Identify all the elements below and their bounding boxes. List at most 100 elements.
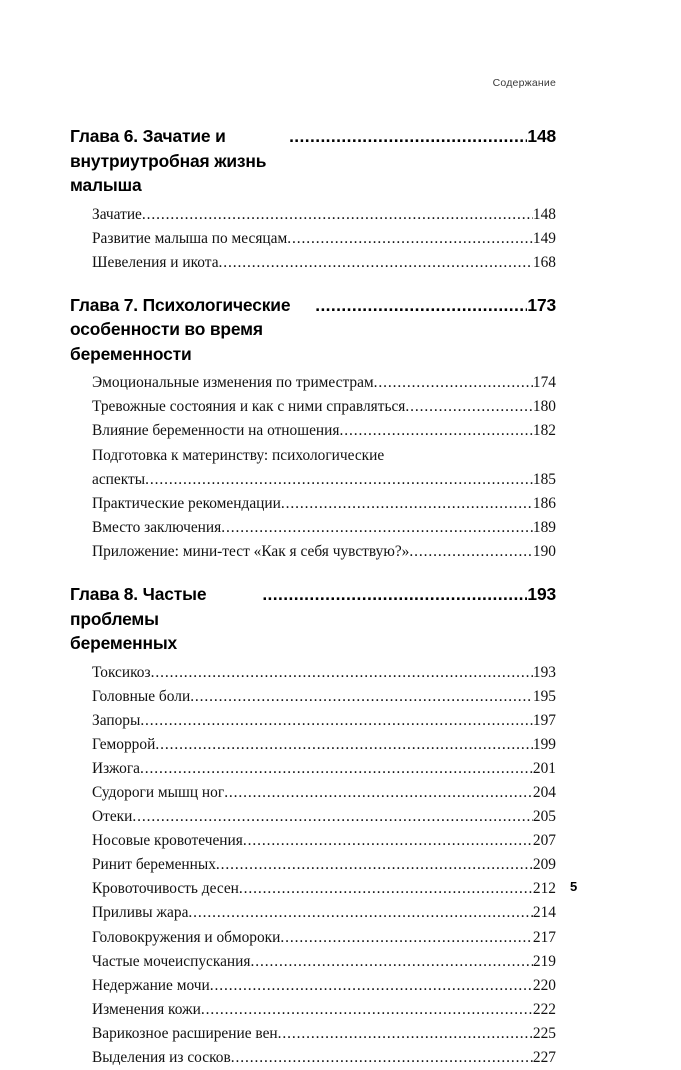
dot-leader: ........................................…	[315, 294, 528, 315]
toc-entry-title: Частые мочеиспускания	[92, 952, 251, 970]
dot-leader: ........................................…	[277, 1024, 533, 1042]
toc-entry[interactable]: Недержание мочи.........................…	[92, 974, 556, 998]
toc-entry-page-number: 148	[532, 205, 556, 223]
toc-entry-page-number: 190	[532, 542, 556, 560]
chapter-heading-row[interactable]: Глава 6. Зачатие и внутриутробная жизнь …	[70, 124, 556, 198]
toc-entry-page-number: 149	[532, 229, 556, 247]
toc-entry-page-number: 219	[532, 952, 556, 970]
toc-entry-title: Кровоточивость десен	[92, 880, 239, 898]
toc-entry-page-number: 168	[532, 253, 556, 271]
toc-entry-title: Приливы жара	[92, 904, 189, 922]
toc-entry-title: Тревожные состояния и как с ними справля…	[92, 398, 406, 416]
toc-entry-page-number: 182	[532, 422, 556, 440]
toc-entry[interactable]: Варикозное расширение вен...............…	[92, 1022, 556, 1046]
toc-entry-title: Недержание мочи	[92, 976, 210, 994]
dot-leader: ........................................…	[238, 880, 533, 898]
chapter-page-number: 173	[527, 294, 556, 315]
toc-entry[interactable]: Приложение: мини-тест «Как я себя чувств…	[92, 540, 556, 564]
toc-entry[interactable]: Практические рекомендации...............…	[92, 492, 556, 516]
dot-leader: ........................................…	[339, 422, 532, 440]
dot-leader: ........................................…	[289, 126, 527, 146]
dot-leader: ........................................…	[405, 398, 533, 416]
toc-entry-title: Развитие малыша по месяцам	[92, 229, 288, 247]
toc-entry-title-line1: Подготовка к материнству: психологически…	[92, 446, 385, 464]
chapter-title: Глава 7. Психологические особенности во …	[70, 294, 296, 364]
toc-entry-title: Вместо заключения	[92, 518, 222, 536]
chapter-block: Глава 6. Зачатие и внутриутробная жизнь …	[70, 124, 556, 275]
toc-entry-title: Изжога	[92, 759, 141, 777]
dot-leader: ........................................…	[209, 976, 533, 994]
toc-entry-title: Токсикоз	[92, 663, 151, 681]
chapter-heading-row[interactable]: Глава 8. Частые проблемы беременных.....…	[70, 582, 556, 656]
dot-leader: ........................................…	[224, 784, 533, 801]
toc-entry[interactable]: Подготовка к материнству: психологически…	[92, 444, 556, 492]
chapter-page-number: 193	[527, 584, 556, 605]
toc-entry-title: Практические рекомендации	[92, 494, 281, 512]
chapter-heading-line: Глава 7. Психологические особенности во …	[70, 293, 556, 367]
chapter-heading-row[interactable]: Глава 7. Психологические особенности во …	[70, 293, 556, 367]
toc-entry-title: Приложение: мини-тест «Как я себя чувств…	[92, 542, 410, 560]
toc-entry-page-number: 217	[532, 928, 556, 946]
toc-entry-page-number: 186	[532, 494, 556, 512]
toc-entry[interactable]: Изжога..................................…	[92, 757, 556, 781]
toc-entry-title: Судороги мышц ног	[92, 784, 225, 801]
toc-entry[interactable]: Ринит беременных........................…	[92, 853, 556, 877]
dot-leader: ........................................…	[250, 952, 532, 970]
toc-entry[interactable]: Тревожные состояния и как с ними справля…	[92, 395, 556, 419]
dot-leader: ........................................…	[215, 856, 533, 874]
toc-entry[interactable]: Развитие малыша по месяцам..............…	[92, 227, 556, 251]
toc-entry[interactable]: Запоры..................................…	[92, 709, 556, 733]
toc-entry-page-number: 209	[532, 856, 556, 874]
toc-entry-page-number: 212	[532, 880, 556, 898]
toc-entry[interactable]: Приливы жара............................…	[92, 901, 556, 925]
toc-entry-page-number: 225	[532, 1024, 556, 1042]
dot-leader: ........................................…	[409, 542, 533, 560]
toc-entry-title: Ринит беременных	[92, 856, 216, 874]
toc-entry-title: Зачатие	[92, 205, 142, 223]
toc-entry[interactable]: Отеки...................................…	[92, 805, 556, 829]
toc-page: Содержание Глава 6. Зачатие и внутриутро…	[70, 77, 578, 1067]
toc-entry[interactable]: Выделения из сосков.....................…	[92, 1046, 556, 1070]
running-head: Содержание	[492, 77, 556, 89]
dot-leader: ........................................…	[221, 518, 533, 536]
toc-entry-page-number: 204	[532, 784, 556, 801]
table-of-contents: Глава 6. Зачатие и внутриутробная жизнь …	[70, 124, 556, 1070]
chapter-page-number: 148	[527, 126, 556, 146]
dot-leader: ........................................…	[140, 711, 533, 729]
toc-entry-title: Эмоциональные изменения по триместрам	[92, 374, 374, 392]
toc-entry[interactable]: Шевеления и икота.......................…	[92, 251, 556, 275]
toc-entry[interactable]: Судороги мышц ног.......................…	[92, 781, 556, 805]
dot-leader: ........................................…	[140, 759, 533, 777]
dot-leader: ........................................…	[145, 470, 533, 488]
dot-leader: ........................................…	[280, 494, 533, 512]
toc-entry-page-number: 189	[532, 518, 556, 536]
chapter-block: Глава 8. Частые проблемы беременных.....…	[70, 564, 556, 1070]
toc-entry[interactable]: Кровоточивость десен....................…	[92, 877, 556, 901]
toc-entry-title: Шевеления и икота	[92, 253, 219, 271]
toc-entry[interactable]: Влияние беременности на отношения.......…	[92, 419, 556, 443]
page-number-folio: 5	[570, 879, 578, 894]
toc-entry[interactable]: Изменения кожи..........................…	[92, 998, 556, 1022]
toc-entry[interactable]: Головные боли...........................…	[92, 685, 556, 709]
dot-leader: ........................................…	[132, 808, 533, 826]
toc-entry-page-number: 197	[532, 711, 556, 729]
toc-entry-page-number: 220	[532, 976, 556, 994]
chapter-title: Глава 8. Частые проблемы беременных	[70, 584, 212, 654]
toc-entry[interactable]: Эмоциональные изменения по триместрам...…	[92, 371, 556, 395]
toc-entry-page-number: 174	[532, 374, 556, 392]
toc-entry[interactable]: Носовые кровотечения....................…	[92, 829, 556, 853]
toc-entry[interactable]: Головокружения и обмороки...............…	[92, 926, 556, 950]
chapter-spacer	[70, 564, 556, 582]
toc-entry[interactable]: Вместо заключения.......................…	[92, 516, 556, 540]
dot-leader: ........................................…	[287, 229, 533, 247]
chapter-entry-list: Токсикоз................................…	[70, 661, 556, 1070]
toc-entry-title: Варикозное расширение вен	[92, 1024, 278, 1042]
toc-entry[interactable]: Геморрой................................…	[92, 733, 556, 757]
toc-entry[interactable]: Токсикоз................................…	[92, 661, 556, 685]
toc-entry-title: Отеки	[92, 808, 133, 826]
chapter-heading-line: Глава 6. Зачатие и внутриутробная жизнь …	[70, 124, 556, 198]
dot-leader: ........................................…	[280, 928, 533, 946]
toc-entry[interactable]: Зачатие.................................…	[92, 203, 556, 227]
toc-entry-page-number: 180	[532, 398, 556, 416]
toc-entry[interactable]: Частые мочеиспускания...................…	[92, 950, 556, 974]
